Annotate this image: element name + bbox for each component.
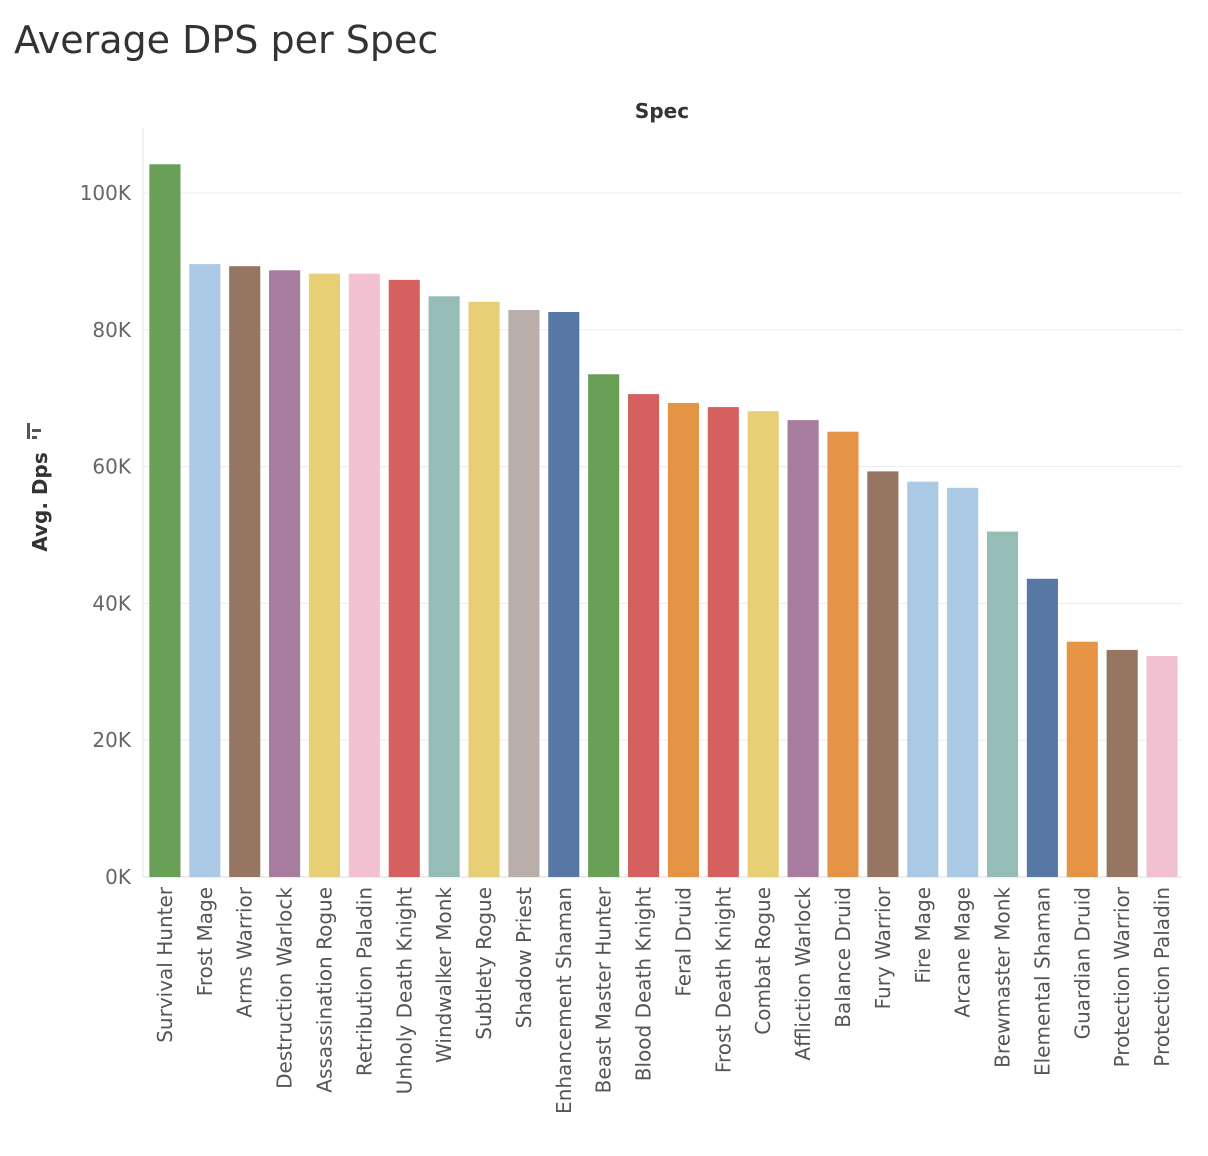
bar-affliction-warlock[interactable] bbox=[787, 420, 819, 877]
y-axis-ticks: 0K 20K 40K 60K 80K 100K bbox=[80, 181, 132, 889]
y-tick-label: 20K bbox=[92, 728, 131, 752]
bar-blood-death-knight[interactable] bbox=[628, 394, 660, 877]
x-tick-label: Subtlety Rogue bbox=[472, 887, 496, 1040]
bar-beast-master-hunter[interactable] bbox=[588, 374, 620, 877]
x-tick-label: Feral Druid bbox=[671, 887, 695, 997]
bar-survival-hunter[interactable] bbox=[149, 164, 181, 878]
chart-title: Average DPS per Spec bbox=[14, 18, 439, 62]
y-tick-label: 40K bbox=[92, 591, 131, 615]
bar-unholy-death-knight[interactable] bbox=[388, 279, 420, 877]
bar-frost-mage[interactable] bbox=[189, 264, 221, 877]
x-axis-title: Spec bbox=[635, 99, 689, 123]
x-tick-label: Protection Paladin bbox=[1150, 887, 1174, 1067]
bar-destruction-warlock[interactable] bbox=[269, 270, 301, 877]
x-axis-labels: Survival Hunter Frost Mage Arms Warrior Des… bbox=[153, 886, 1174, 1114]
bar-shadow-priest[interactable] bbox=[508, 309, 540, 877]
x-tick-label: Arcane Mage bbox=[951, 887, 975, 1018]
x-tick-label: Brewmaster Monk bbox=[991, 887, 1015, 1068]
x-tick-label: Elemental Shaman bbox=[1030, 887, 1054, 1076]
bar-retribution-paladin[interactable] bbox=[348, 273, 380, 877]
bar-guardian-druid[interactable] bbox=[1066, 641, 1098, 877]
sort-descending-icon[interactable] bbox=[27, 423, 41, 439]
bar-balance-druid[interactable] bbox=[827, 431, 859, 877]
x-tick-label: Protection Warrior bbox=[1110, 886, 1134, 1067]
x-tick-label: Windwalker Monk bbox=[432, 887, 456, 1063]
bars bbox=[149, 164, 1178, 878]
bar-enhancement-shaman[interactable] bbox=[548, 312, 580, 877]
x-tick-label: Combat Rogue bbox=[751, 887, 775, 1035]
bar-protection-paladin[interactable] bbox=[1146, 656, 1178, 877]
bar-arms-warrior[interactable] bbox=[229, 266, 261, 877]
bar-fury-warrior[interactable] bbox=[867, 471, 899, 877]
x-tick-label: Balance Druid bbox=[831, 887, 855, 1028]
x-tick-label: Affliction Warlock bbox=[791, 887, 815, 1061]
bar-assassination-rogue[interactable] bbox=[308, 273, 341, 877]
x-tick-label: Assassination Rogue bbox=[312, 887, 336, 1093]
bar-subtlety-rogue[interactable] bbox=[468, 301, 500, 878]
x-tick-label: Guardian Druid bbox=[1070, 887, 1094, 1039]
bar-frost-death-knight[interactable] bbox=[707, 407, 739, 877]
x-tick-label: Unholy Death Knight bbox=[392, 887, 416, 1095]
bar-combat-rogue[interactable] bbox=[747, 411, 779, 877]
y-tick-label: 60K bbox=[92, 455, 131, 479]
bar-fire-mage[interactable] bbox=[907, 481, 939, 877]
bar-feral-druid[interactable] bbox=[667, 402, 699, 877]
x-tick-label: Enhancement Shaman bbox=[552, 887, 576, 1114]
x-tick-label: Arms Warrior bbox=[233, 886, 257, 1017]
x-tick-label: Frost Mage bbox=[193, 887, 217, 996]
x-tick-label: Fire Mage bbox=[911, 887, 935, 984]
x-tick-label: Blood Death Knight bbox=[632, 887, 656, 1081]
x-tick-label: Destruction Warlock bbox=[273, 887, 297, 1089]
y-tick-label: 100K bbox=[80, 181, 132, 205]
bar-brewmaster-monk[interactable] bbox=[986, 531, 1019, 877]
bar-windwalker-monk[interactable] bbox=[428, 296, 460, 877]
bar-arcane-mage[interactable] bbox=[947, 487, 979, 877]
bar-elemental-shaman[interactable] bbox=[1026, 578, 1058, 877]
x-tick-label: Survival Hunter bbox=[153, 886, 177, 1043]
y-tick-label: 0K bbox=[105, 865, 132, 889]
bar-protection-warrior[interactable] bbox=[1106, 649, 1138, 877]
x-tick-label: Retribution Paladin bbox=[352, 887, 376, 1076]
y-axis-title: Avg. Dps bbox=[28, 452, 52, 552]
x-tick-label: Beast Master Hunter bbox=[592, 886, 616, 1093]
y-tick-label: 80K bbox=[92, 318, 131, 342]
x-tick-label: Shadow Priest bbox=[512, 887, 536, 1028]
x-tick-label: Frost Death Knight bbox=[711, 887, 735, 1073]
x-tick-label: Fury Warrior bbox=[871, 886, 895, 1009]
